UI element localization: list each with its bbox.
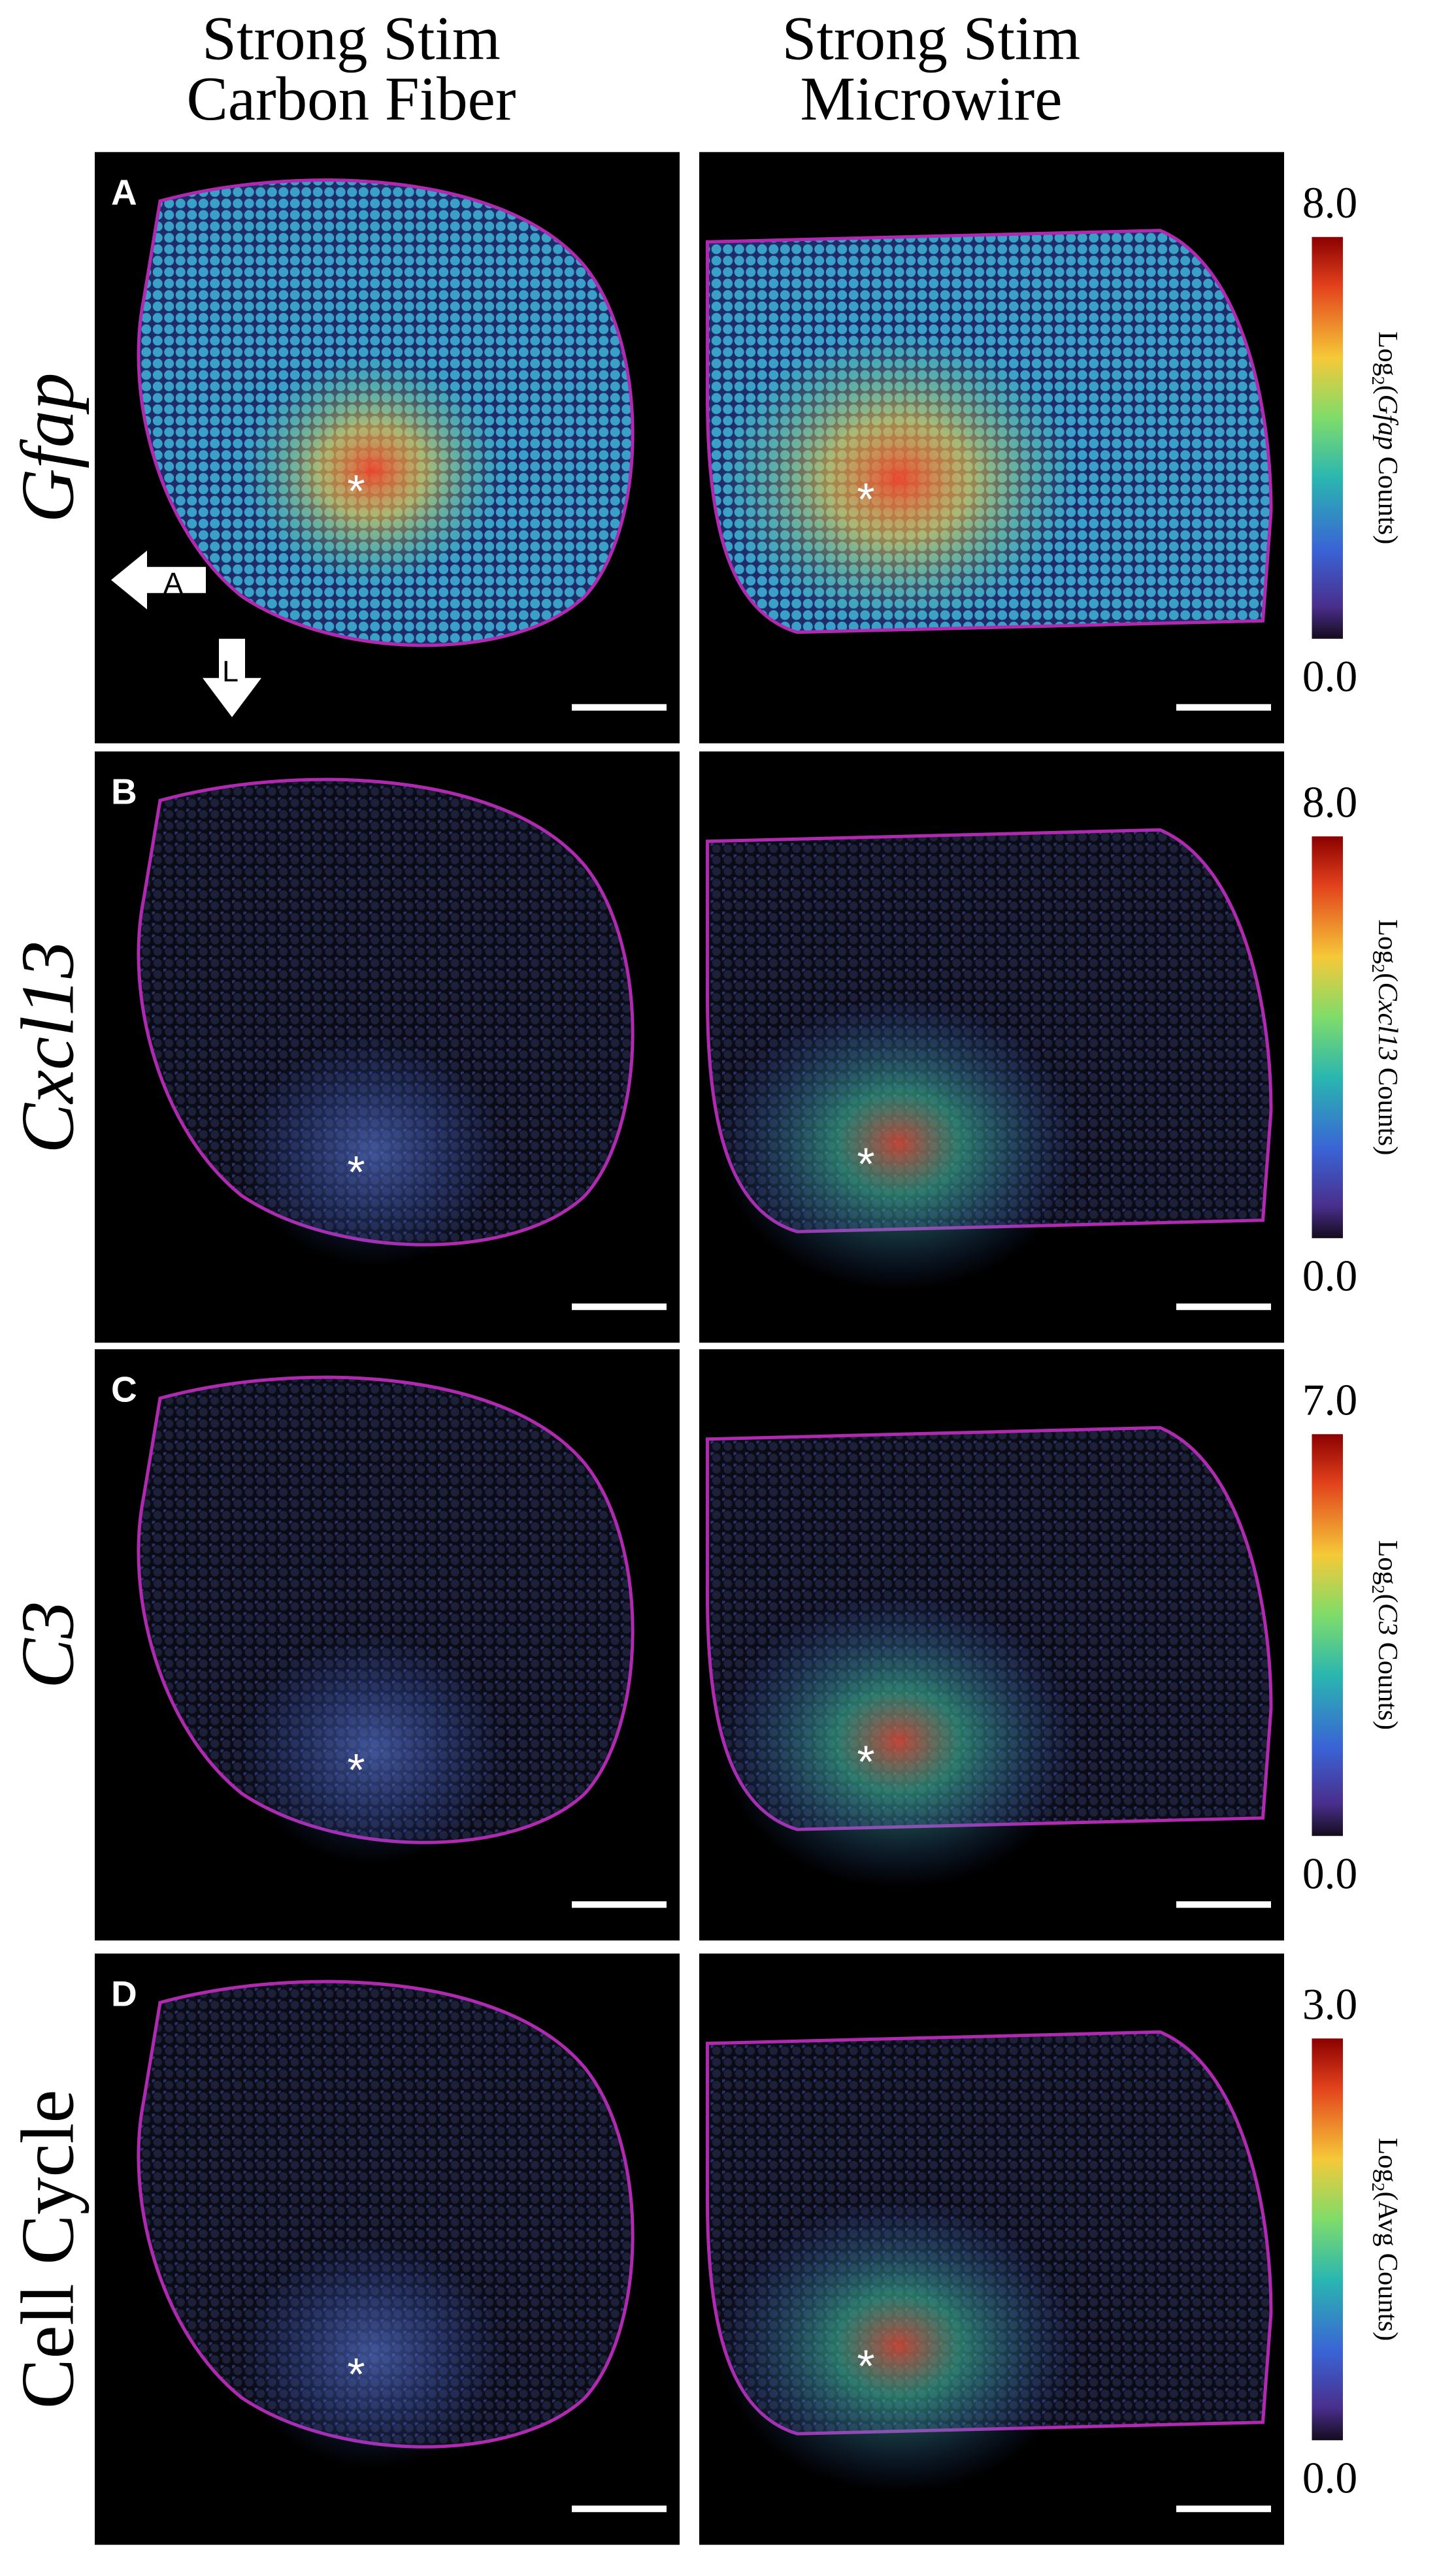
colorbar-title-part: ( — [1372, 2191, 1403, 2200]
expression-hotspot — [242, 356, 503, 585]
tissue-panel: * — [699, 1953, 1284, 2545]
colorbar-title: Log2(C3 Counts) — [1368, 1540, 1403, 1730]
scale-bar — [572, 2505, 667, 2513]
colorbar-title: Log2(Avg Counts) — [1368, 2138, 1403, 2341]
expression-hotspot — [242, 1635, 503, 1864]
colorbar-title-part: Counts) — [1372, 2253, 1403, 2341]
colorbar-title-part: C3 — [1372, 1603, 1403, 1636]
column-header: Carbon Fiber — [187, 64, 516, 133]
tissue-panel: * — [699, 152, 1284, 743]
colorbar-title-part: Log — [1372, 2138, 1403, 2182]
colorbar-title: Log2(Gfap Counts) — [1368, 331, 1403, 544]
electrode-marker: * — [857, 2340, 874, 2391]
colorbar — [1312, 236, 1343, 639]
row-label: C3 — [6, 1601, 89, 1689]
colorbar-title-part: 2 — [1368, 2183, 1389, 2192]
colorbar-min: 0.0 — [1302, 1251, 1357, 1300]
panel-letter: C — [111, 1369, 137, 1409]
colorbar-title-part: 2 — [1368, 964, 1389, 973]
colorbar-title: Log2(Cxcl13 Counts) — [1368, 919, 1403, 1155]
tissue-panel: *D — [95, 1953, 680, 2545]
scale-bar — [1176, 704, 1271, 711]
anterior-arrow — [111, 550, 206, 610]
colorbar-title-part: Log — [1372, 331, 1403, 376]
electrode-marker: * — [857, 474, 874, 525]
expression-hotspot — [719, 1594, 1078, 1889]
panel-letter: D — [111, 1973, 137, 2014]
lateral-label: L — [222, 655, 239, 688]
electrode-marker: * — [347, 465, 365, 516]
row-label: Cell Cycle — [6, 2089, 89, 2409]
colorbar-title-part: ( — [1372, 385, 1403, 394]
column-header: Microwire — [801, 64, 1063, 133]
expression-hotspot — [242, 1037, 503, 1266]
colorbar-max: 8.0 — [1302, 178, 1357, 227]
scale-bar — [1176, 2505, 1271, 2513]
scale-bar — [572, 1303, 667, 1311]
expression-hotspot — [719, 331, 1078, 626]
colorbar-title-part: 2 — [1368, 376, 1389, 385]
colorbar — [1312, 1434, 1343, 1836]
row-label: Cxcl13 — [6, 941, 89, 1154]
panel-letter: B — [111, 771, 137, 811]
scale-bar — [572, 1901, 667, 1908]
colorbar-max: 7.0 — [1302, 1375, 1357, 1424]
tissue-panel: * A A L — [95, 152, 680, 743]
electrode-marker: * — [347, 1744, 365, 1795]
colorbar-title-part: Log — [1372, 1540, 1403, 1584]
electrode-marker: * — [857, 1138, 874, 1189]
colorbar-max: 3.0 — [1302, 1980, 1357, 2029]
scale-bar — [1176, 1901, 1271, 1908]
colorbar-min: 0.0 — [1302, 2453, 1357, 2502]
colorbar-title-part: Avg — [1372, 2201, 1403, 2247]
column-header: Strong Stim — [782, 3, 1081, 73]
colorbar — [1312, 836, 1343, 1239]
scale-bar — [572, 704, 667, 711]
tissue-panel: *C — [95, 1349, 680, 1941]
colorbar-title-part: 2 — [1368, 1585, 1389, 1594]
row-label: Gfap — [6, 372, 89, 523]
electrode-marker: * — [857, 1736, 874, 1787]
lateral-arrow — [203, 638, 261, 717]
scale-bar — [1176, 1303, 1271, 1311]
colorbar-title-part: ( — [1372, 1594, 1403, 1603]
tissue-panel: * — [699, 1349, 1284, 1941]
column-header: Strong Stim — [202, 3, 501, 73]
panel-letter: A — [111, 172, 137, 212]
colorbar-title-part: Log — [1372, 919, 1403, 964]
expression-hotspot — [719, 996, 1078, 1291]
electrode-marker: * — [347, 2349, 365, 2400]
colorbar-title-part: Counts) — [1372, 457, 1403, 545]
anterior-label: A — [163, 566, 183, 600]
colorbar-title-part: Counts) — [1372, 1068, 1403, 1156]
tissue-panel: * — [699, 751, 1284, 1343]
colorbar-min: 0.0 — [1302, 652, 1357, 701]
colorbar-title-part: Gfap — [1372, 395, 1403, 450]
electrode-marker: * — [347, 1147, 365, 1198]
tissue-panel: *B — [95, 751, 680, 1343]
expression-hotspot — [242, 2239, 503, 2468]
colorbar-title-part: Counts) — [1372, 1642, 1403, 1730]
colorbar-max: 8.0 — [1302, 777, 1357, 826]
colorbar-title-part: ( — [1372, 973, 1403, 982]
expression-hotspot — [719, 2198, 1078, 2493]
colorbar — [1312, 2038, 1343, 2441]
colorbar-min: 0.0 — [1302, 1849, 1357, 1898]
colorbar-title-part: Cxcl13 — [1372, 982, 1403, 1060]
